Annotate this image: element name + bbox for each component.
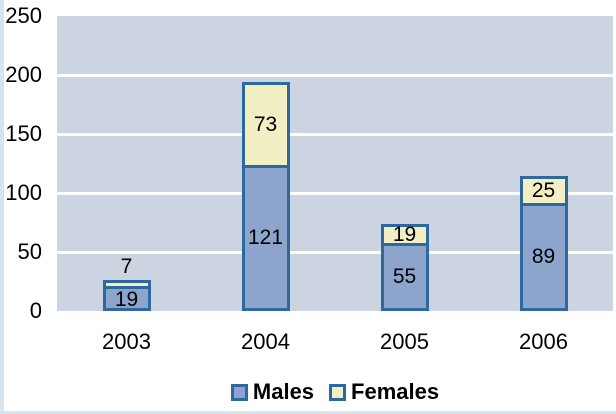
gridline: [57, 132, 613, 136]
legend-label-females: Females: [351, 379, 440, 404]
legend: Males Females: [57, 379, 613, 405]
legend-item-males: Males: [230, 379, 315, 404]
value-label-males: 55: [392, 265, 417, 289]
bar-segment-males: 89: [523, 206, 565, 308]
bar-segment-females: 25: [522, 179, 565, 206]
value-label-females: 73: [253, 113, 278, 137]
bar-2003: 19: [102, 280, 151, 311]
value-label-females: 25: [531, 179, 556, 203]
gridline: [57, 250, 613, 254]
legend-item-females: Females: [329, 380, 439, 404]
bar-2004: 73 121: [241, 82, 290, 311]
bar-segment-females: 73: [244, 85, 287, 169]
bar-segment-females: [105, 283, 148, 289]
bar-segment-males: 55: [384, 246, 426, 308]
gridline: [57, 191, 613, 195]
page-edge-left: [0, 0, 4, 414]
y-axis-label: 200: [5, 62, 42, 87]
bar-segment-females: 19: [383, 222, 426, 247]
bar-segment-males: 19: [106, 287, 148, 311]
value-label-females: 19: [392, 222, 417, 246]
y-axis-label: 50: [17, 239, 42, 264]
x-axis-label: 2005: [380, 329, 429, 354]
value-label-males: 89: [531, 244, 556, 268]
legend-label-males: Males: [252, 379, 315, 404]
bar-2005: 19 55: [380, 222, 429, 311]
value-label-males: 121: [247, 226, 284, 250]
x-axis-label: 2004: [241, 329, 290, 354]
bar-segment-males: 121: [245, 168, 287, 308]
value-label-females: 7: [120, 255, 133, 279]
legend-swatch-males: [230, 383, 248, 401]
legend-swatch-females: [329, 383, 347, 401]
page-edge-bottom: [0, 411, 616, 414]
value-label-males: 19: [114, 287, 139, 311]
y-axis-label: 250: [5, 3, 42, 28]
gridline: [57, 73, 613, 77]
y-axis-label: 100: [5, 180, 42, 205]
y-axis-label: 0: [29, 298, 42, 323]
x-axis-label: 2006: [519, 329, 568, 354]
x-axis-label: 2003: [102, 329, 151, 354]
y-axis-label: 150: [5, 121, 42, 146]
bar-2006: 25 89: [519, 176, 568, 311]
